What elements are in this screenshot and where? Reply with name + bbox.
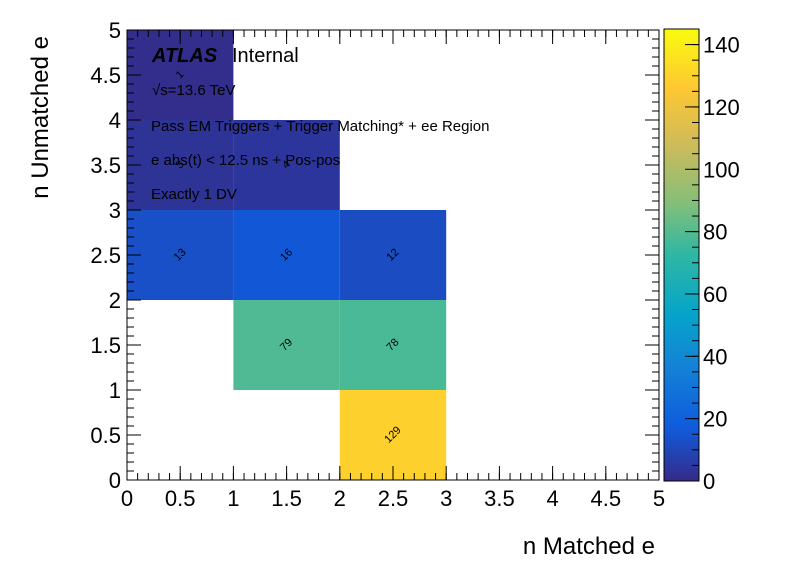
y-tick-label: 1 [109, 378, 121, 403]
dv-label: Exactly 1 DV [151, 186, 237, 203]
y-tick-label: 4.5 [90, 63, 121, 88]
y-tick-label: 4 [109, 108, 121, 133]
atlas-label: ATLAS [151, 45, 218, 67]
internal-label: Internal [232, 45, 299, 67]
y-axis-title: n Unmatched e [27, 36, 54, 199]
colorbar-tick-label: 120 [703, 95, 740, 120]
timing-label: e abs(t) < 12.5 ns + Pos-pos [151, 152, 340, 169]
heatmap-cell [339, 300, 447, 390]
x-tick-label: 3.5 [484, 486, 515, 511]
y-tick-label: 3 [109, 198, 121, 223]
y-tick-label: 0.5 [90, 423, 121, 448]
selection-label: Pass EM Triggers + Trigger Matching* + e… [151, 118, 490, 135]
x-tick-label: 0.5 [165, 486, 196, 511]
heatmap-cell [233, 210, 340, 300]
y-tick-label: 3.5 [90, 153, 121, 178]
x-tick-label: 0 [121, 486, 133, 511]
y-tick-label: 5 [109, 18, 121, 43]
heatmap-cell [339, 390, 447, 480]
y-tick-label: 1.5 [90, 333, 121, 358]
x-tick-label: 4.5 [591, 486, 622, 511]
heatmap-cell [127, 120, 234, 210]
colorbar [663, 28, 700, 482]
heatmap-cell [233, 120, 340, 210]
x-tick-label: 2.5 [378, 486, 409, 511]
y-tick-label: 2 [109, 288, 121, 313]
heatmap-cell [127, 210, 234, 300]
colorbar-tick-label: 0 [703, 469, 715, 494]
energy-label: √s=13.6 TeV [152, 82, 235, 99]
colorbar-tick-label: 80 [703, 220, 727, 245]
x-tick-label: 1 [227, 486, 239, 511]
heatmap-cell [339, 210, 447, 300]
y-tick-label: 0 [109, 468, 121, 493]
colorbar-tick-label: 40 [703, 344, 727, 369]
x-tick-label: 1.5 [271, 486, 302, 511]
x-axis: 0 0.5 1 1.5 2 2.5 3 3.5 4 4.5 5 [121, 30, 665, 511]
x-tick-label: 5 [653, 486, 665, 511]
colorbar-tick-label: 60 [703, 282, 727, 307]
colorbar-axis: 0 20 40 60 80 100 120 140 [685, 28, 740, 494]
y-tick-label: 2.5 [90, 243, 121, 268]
heatmap-cell [233, 300, 340, 390]
colorbar-tick-label: 100 [703, 157, 740, 182]
colorbar-tick-label: 20 [703, 407, 727, 432]
x-tick-label: 2 [334, 486, 346, 511]
y-axis: 0 0.5 1 1.5 2 2.5 3 3.5 4 4.5 5 [90, 18, 659, 493]
x-tick-label: 3 [440, 486, 452, 511]
heatmap-cell [127, 30, 234, 120]
annotation-block: ATLAS Internal √s=13.6 TeV Pass EM Trigg… [151, 45, 490, 203]
colorbar-tick-label: 140 [703, 33, 740, 58]
heatmap-cells [127, 30, 447, 480]
x-axis-title: n Matched e [523, 533, 655, 560]
x-tick-label: 4 [546, 486, 558, 511]
